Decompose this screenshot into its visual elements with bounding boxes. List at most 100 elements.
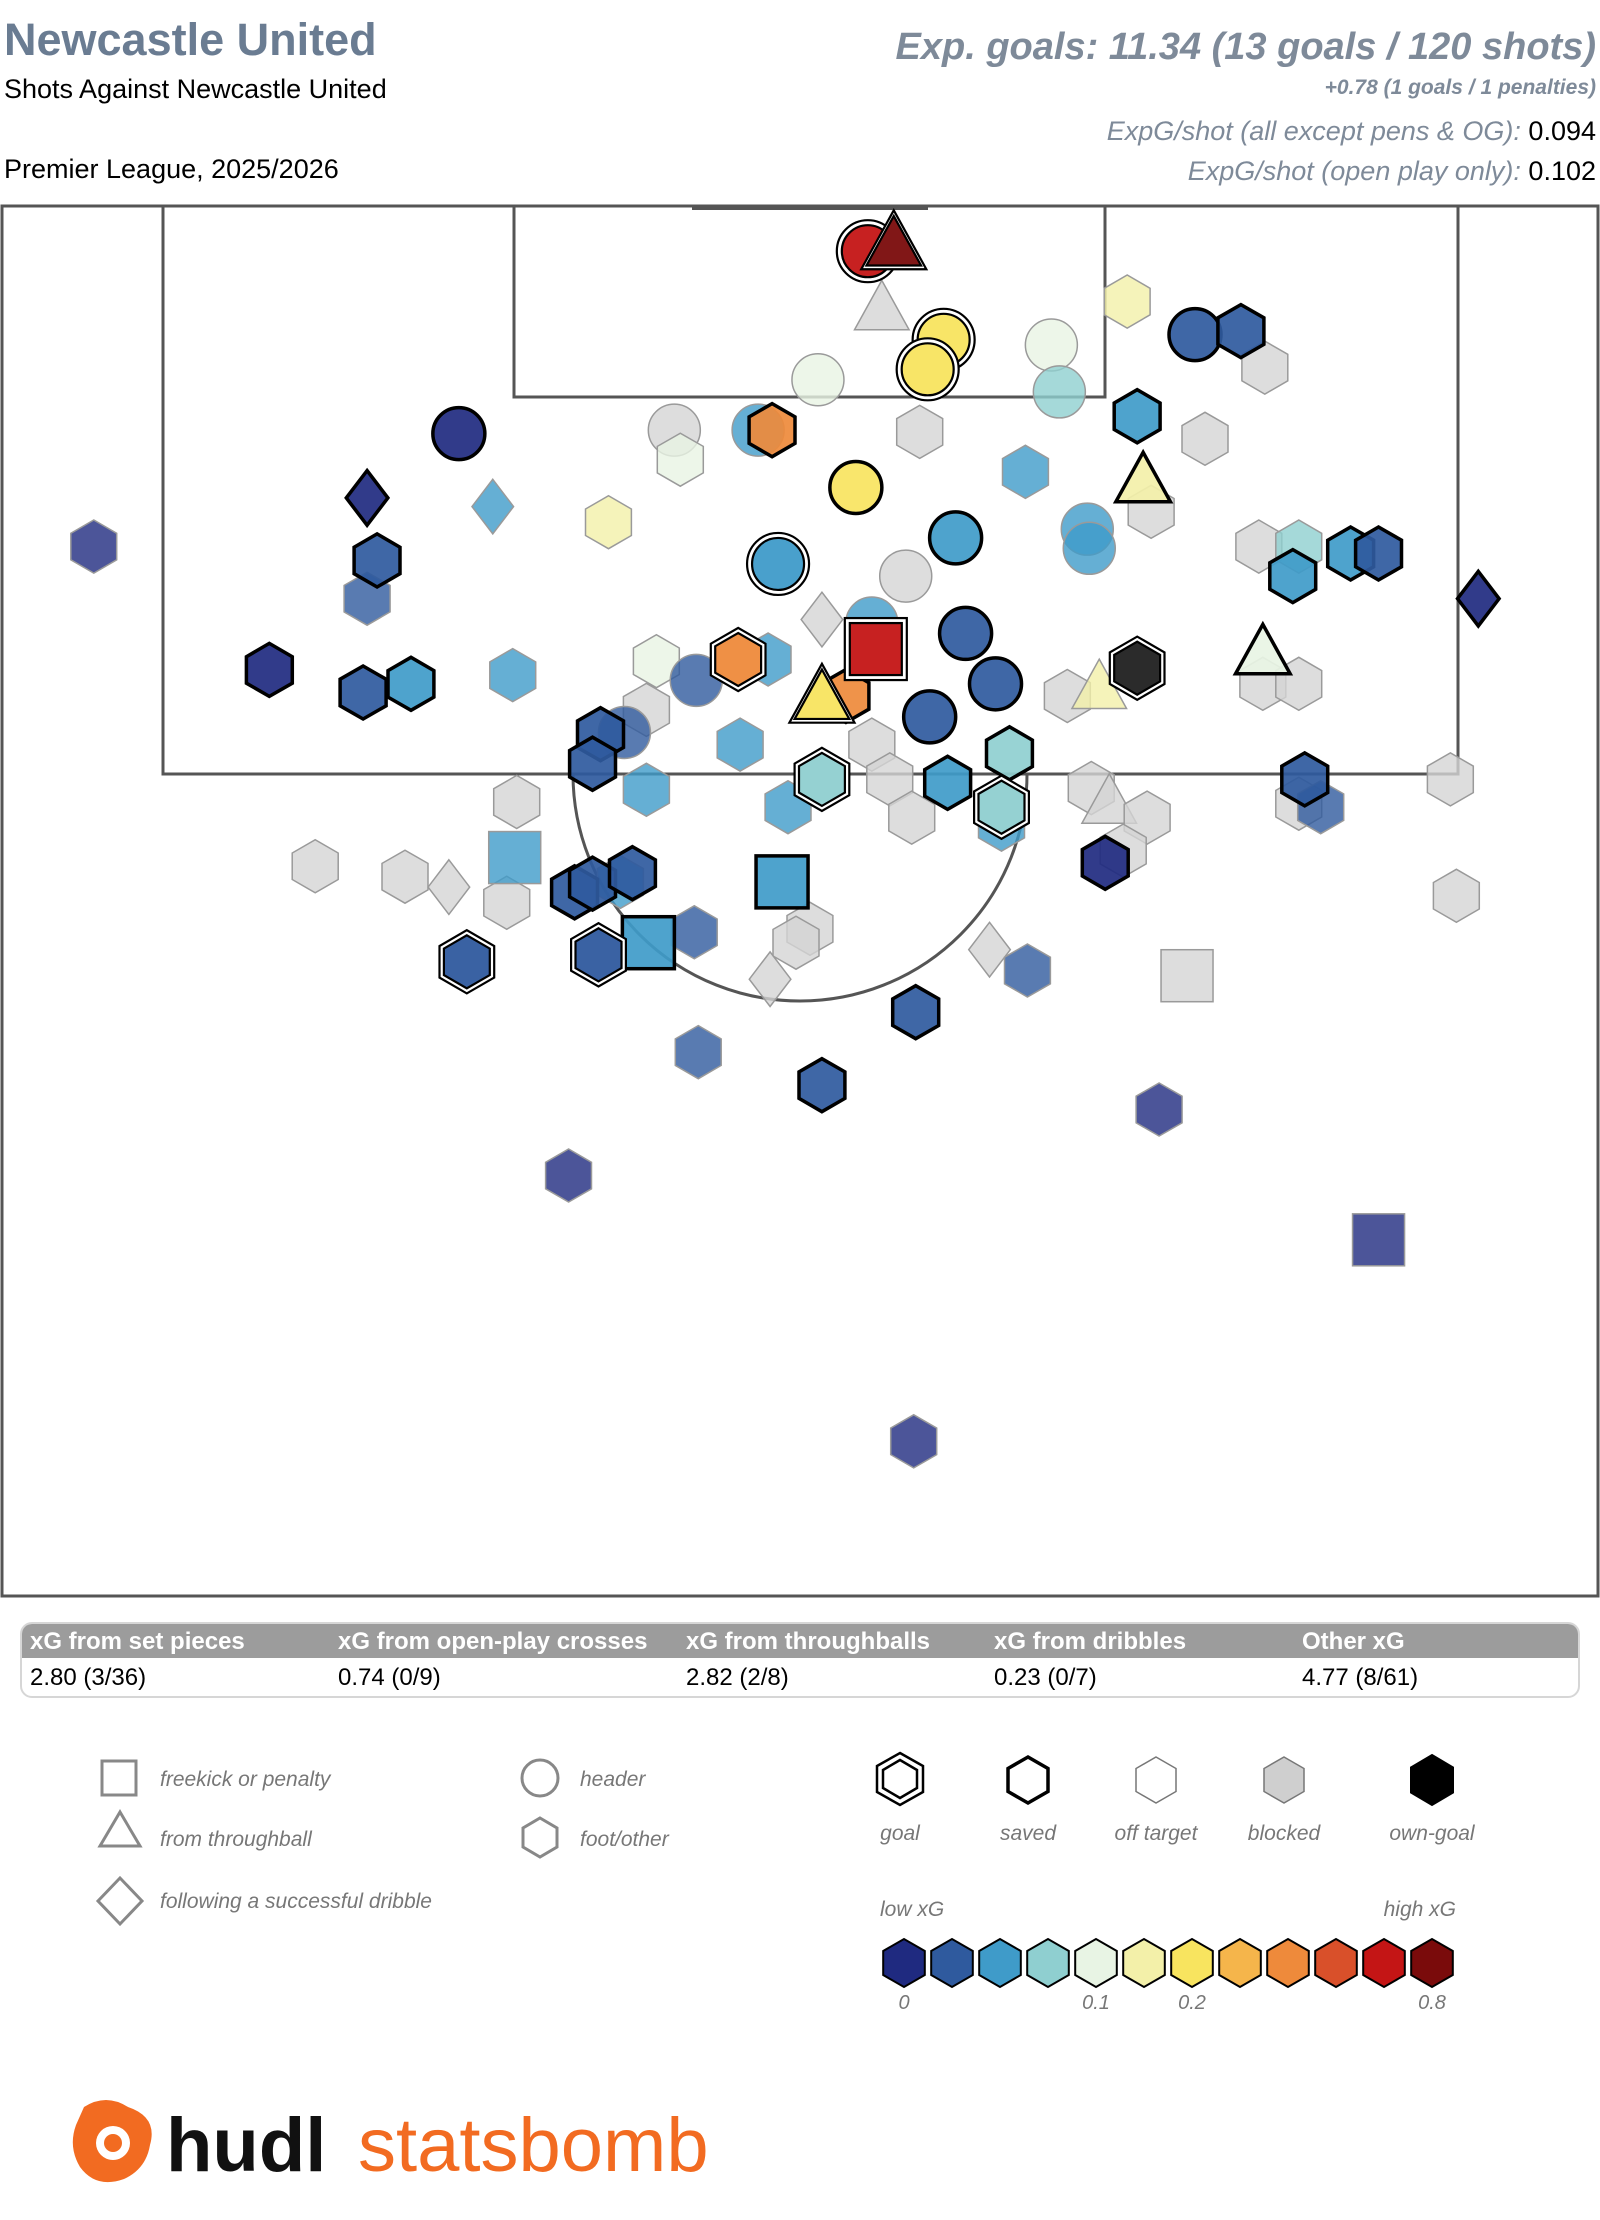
shot-marker-9	[1167, 306, 1223, 363]
crosses-value: 0.74 (0/9)	[338, 1664, 441, 1691]
shot-marker-90	[427, 858, 471, 916]
legend: freekick or penalty from throughball fol…	[95, 1751, 1476, 2014]
scale-swatch-7	[1218, 1937, 1262, 1989]
shot-marker-103	[967, 921, 1012, 979]
shot-marker-68	[716, 717, 764, 772]
shot-marker-50	[386, 655, 436, 713]
shot-marker-21	[1112, 448, 1174, 504]
legend-header-label: header	[580, 1768, 646, 1791]
scale-swatch-11	[1410, 1937, 1454, 1989]
shot-marker-88	[291, 838, 339, 894]
crosses-header: xG from open-play crosses	[338, 1628, 648, 1655]
shot-marker-16	[895, 404, 944, 460]
logo-word-statsbomb: statsbomb	[358, 2103, 709, 2188]
legend-blocked-label: blocked	[1248, 1822, 1322, 1845]
shot-marker-4	[895, 337, 960, 402]
legend-off-target-icon	[1135, 1756, 1177, 1804]
throughballs-header: xG from throughballs	[686, 1628, 931, 1655]
shot-marker-44	[1455, 568, 1502, 629]
shot-marker-99	[670, 904, 718, 960]
xg-breakdown-values: 2.80 (3/36) 0.74 (0/9) 2.82 (2/8) 0.23 (…	[22, 1658, 1578, 1696]
legend-saved-icon	[1006, 1754, 1050, 1806]
shot-marker-15	[656, 432, 705, 488]
shot-marker-2	[853, 278, 911, 331]
legend-own-goal-icon	[1410, 1753, 1454, 1807]
shot-marker-42	[1353, 524, 1404, 583]
shot-marker-107	[1003, 943, 1052, 998]
shot-marker-19	[1112, 387, 1162, 445]
hudl-statsbomb-logo: hudl statsbomb	[72, 2100, 709, 2188]
scale-swatch-9	[1314, 1937, 1358, 1989]
shot-marker-29	[70, 519, 118, 574]
shot-marker-6	[1024, 318, 1079, 372]
legend-foot-label: foot/other	[580, 1828, 670, 1851]
shot-marker-109	[890, 983, 941, 1041]
shot-marker-74	[972, 774, 1031, 841]
shots-layer	[70, 208, 1502, 1469]
shot-marker-43	[1268, 547, 1318, 605]
shot-marker-77	[1080, 772, 1138, 824]
shot-marker-81	[492, 774, 541, 830]
shot-marker-48	[244, 641, 295, 699]
shot-marker-67	[622, 762, 671, 818]
expg-open-play: ExpG/shot (open play only): 0.102	[1188, 156, 1596, 187]
scale-swatch-1	[930, 1937, 974, 1989]
shot-marker-89	[381, 849, 429, 905]
shot-marker-80	[1080, 834, 1130, 892]
scale-swatch-3	[1026, 1937, 1070, 1989]
penalty-summary: +0.78 (1 goals / 1 penalties)	[1324, 76, 1596, 99]
expg-open-play-label: ExpG/shot (open play only):	[1187, 156, 1521, 186]
scale-swatch-8	[1266, 1937, 1310, 1989]
shot-marker-56	[787, 661, 857, 724]
expg-per-shot-label: ExpG/shot (all except pens & OG):	[1106, 116, 1521, 146]
shot-marker-52	[632, 633, 681, 689]
shot-marker-27	[352, 531, 402, 590]
shot-marker-5	[791, 353, 845, 407]
shot-marker-7	[1032, 365, 1087, 419]
shot-marker-32	[878, 549, 933, 603]
xg-color-scale: low xG high xG 0 0.1 0.2 0.8	[880, 1898, 1456, 2014]
logo-mark-icon	[72, 2100, 152, 2183]
shot-marker-98	[1432, 868, 1481, 924]
set-pieces-header: xG from set pieces	[30, 1628, 245, 1655]
scale-swatch-6	[1170, 1937, 1214, 1989]
shot-marker-106	[748, 950, 792, 1008]
team-name: Newcastle United	[4, 14, 377, 65]
shot-marker-24	[344, 467, 391, 529]
shot-marker-59	[967, 656, 1024, 712]
legend-freekick-label: freekick or penalty	[160, 1768, 332, 1791]
legend-hexagon-icon	[521, 1816, 559, 1859]
legend-goal-inner-ring	[881, 1758, 919, 1800]
legend-off-target-label: off target	[1115, 1822, 1199, 1845]
xg-breakdown-header: xG from set pieces xG from open-play cro…	[22, 1624, 1578, 1658]
shot-marker-115	[889, 1413, 938, 1469]
shot-marker-25	[471, 478, 515, 536]
shot-marker-96	[607, 844, 658, 902]
shot-marker-73	[984, 724, 1035, 782]
scale-high-label: high xG	[1384, 1898, 1456, 1921]
shot-marker-45	[1232, 620, 1294, 676]
shot-marker-111	[797, 1056, 847, 1114]
competition-label: Premier League, 2025/2026	[4, 154, 339, 184]
chart-subtitle: Shots Against Newcastle United	[4, 74, 387, 104]
shot-marker-26	[584, 494, 633, 550]
xg-breakdown-table: xG from set pieces xG from open-play cro…	[20, 1622, 1580, 1698]
set-pieces-value: 2.80 (3/36)	[30, 1664, 147, 1691]
shot-marker-113	[544, 1148, 593, 1203]
scale-tick-0: 0	[898, 1992, 909, 2014]
scale-swatch-10	[1362, 1937, 1406, 1989]
legend-own-goal-label: own-goal	[1389, 1822, 1476, 1845]
shot-marker-1	[859, 208, 929, 271]
shape-legend: freekick or penalty from throughball fol…	[95, 1758, 670, 1927]
shot-marker-34	[1062, 521, 1117, 576]
legend-square-icon	[100, 1759, 138, 1797]
scale-low-label: low xG	[880, 1898, 944, 1921]
scale-tick-3: 0.8	[1418, 1992, 1446, 2014]
dribbles-value: 0.23 (0/7)	[994, 1664, 1097, 1691]
shot-marker-8	[1103, 274, 1151, 329]
expg-per-shot-value: 0.094	[1528, 116, 1596, 146]
shot-marker-10	[1216, 302, 1266, 360]
shot-marker-104	[438, 928, 496, 995]
legend-blocked-icon	[1263, 1756, 1305, 1804]
scale-tick-1: 0.1	[1082, 1992, 1110, 2014]
